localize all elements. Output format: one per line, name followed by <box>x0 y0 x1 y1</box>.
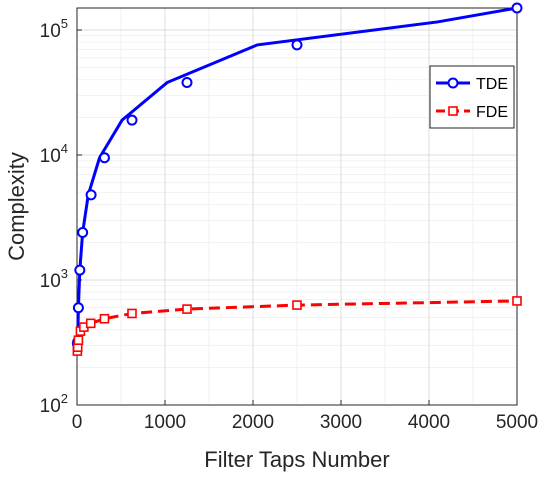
x-tick-label: 3000 <box>320 412 362 433</box>
data-point-tde <box>74 264 86 276</box>
data-point-tde <box>72 302 84 314</box>
data-point-fde <box>73 335 84 345</box>
data-point-fde <box>127 308 137 319</box>
data-point-tde <box>85 189 97 201</box>
plot-frame <box>76 7 518 406</box>
y-tick-label: 105 <box>40 16 68 42</box>
data-point-fde <box>182 304 192 314</box>
legend-marker-tde <box>447 77 459 89</box>
data-point-tde <box>511 2 523 14</box>
legend-label-tde: TDE <box>476 76 508 93</box>
data-point-tde <box>291 39 303 51</box>
data-point-fde <box>292 300 302 310</box>
data-point-tde <box>98 152 110 164</box>
data-point-tde <box>77 226 89 238</box>
y-axis-label: Complexity <box>4 152 29 261</box>
legend-box <box>429 65 515 129</box>
x-axis-label: Filter Taps Number <box>204 447 389 472</box>
legend-marker-fde <box>448 106 458 116</box>
x-tick-label: 2000 <box>232 412 274 433</box>
data-point-fde <box>85 318 96 329</box>
y-tick-label: 103 <box>40 266 68 292</box>
y-axis: 102 103 104 105 <box>40 16 82 417</box>
legend-label-fde: FDE <box>476 104 508 121</box>
x-tick-label: 5000 <box>496 412 538 433</box>
data-point-tde <box>126 114 138 126</box>
y-tick-label: 104 <box>40 141 68 167</box>
data-point-tde <box>181 77 193 89</box>
series-layer <box>71 2 523 356</box>
x-axis: 0 1000 2000 3000 4000 5000 <box>72 400 538 433</box>
x-tick-label: 1000 <box>144 412 186 433</box>
legend: TDE FDE <box>429 65 515 129</box>
x-tick-label: 0 <box>72 412 83 433</box>
y-tick-label: 102 <box>40 391 68 417</box>
data-point-fde <box>99 313 110 324</box>
data-point-fde <box>512 296 522 306</box>
x-tick-label: 4000 <box>408 412 450 433</box>
series-line-tde <box>75 6 518 344</box>
